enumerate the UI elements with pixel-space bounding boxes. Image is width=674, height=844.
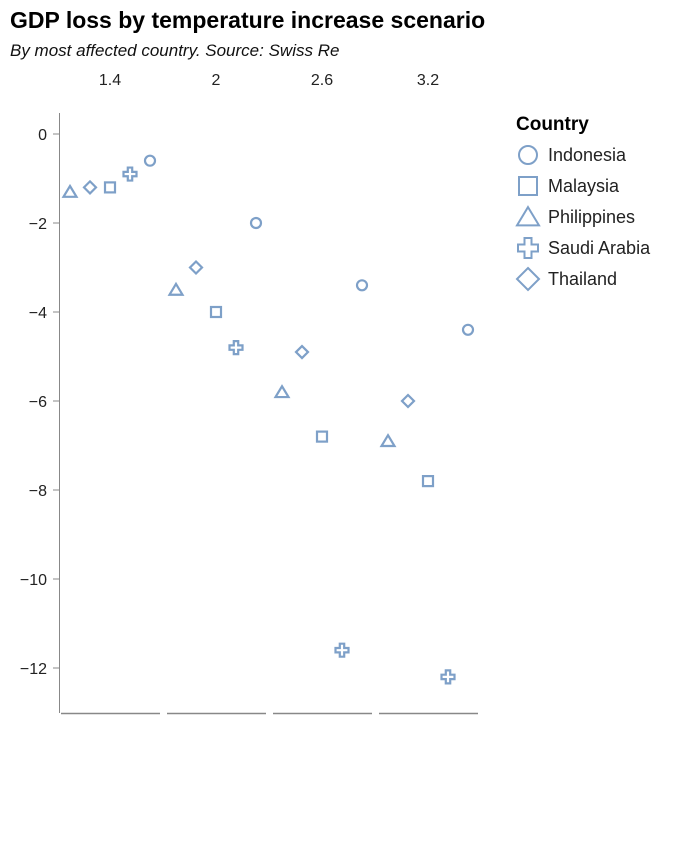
point-saudi-arabia-1-4[interactable]: [122, 166, 138, 182]
point-philippines-2-6[interactable]: [273, 384, 291, 399]
point-indonesia-2-6[interactable]: [355, 279, 369, 292]
point-thailand-3-2[interactable]: [400, 393, 416, 409]
point-malaysia-2[interactable]: [209, 305, 223, 319]
y-tick-label: 0: [38, 127, 47, 144]
point-philippines-3-2[interactable]: [379, 433, 397, 448]
point-thailand-2-6[interactable]: [294, 344, 310, 360]
legend-symbol-saudi-arabia: [517, 237, 539, 259]
legend-symbol-indonesia: [518, 145, 538, 165]
point-philippines-1-4[interactable]: [61, 183, 79, 198]
point-philippines-2[interactable]: [167, 281, 185, 296]
y-tick-label: −8: [29, 483, 47, 500]
y-tick-label: −2: [29, 216, 47, 233]
point-malaysia-2-6[interactable]: [315, 430, 329, 443]
y-tick-label: −6: [29, 394, 47, 411]
legend-symbol-philippines: [515, 205, 541, 227]
chart-subtitle: By most affected country. Source: Swiss …: [10, 41, 340, 60]
facet-header-2: 2: [212, 72, 221, 89]
y-tick-label: −12: [20, 661, 47, 678]
point-malaysia-3-2[interactable]: [421, 475, 435, 488]
chart-title: GDP loss by temperature increase scenari…: [10, 7, 486, 33]
facet-header-2-6: 2.6: [311, 72, 333, 89]
point-indonesia-3-2[interactable]: [461, 323, 475, 336]
point-malaysia-1-4[interactable]: [103, 181, 117, 194]
point-saudi-arabia-3-2[interactable]: [440, 669, 456, 685]
facet-header-3-2: 3.2: [417, 72, 439, 89]
y-tick-label: −10: [20, 572, 47, 589]
legend-title: Country: [516, 114, 589, 135]
legend-label-philippines: Philippines: [548, 207, 635, 227]
point-indonesia-1-4[interactable]: [143, 154, 157, 167]
point-thailand-2[interactable]: [188, 259, 204, 276]
point-indonesia-2[interactable]: [249, 216, 263, 230]
point-thailand-1-4[interactable]: [82, 179, 98, 195]
point-saudi-arabia-2-6[interactable]: [334, 642, 350, 658]
y-tick-label: −4: [29, 305, 47, 322]
legend-symbol-thailand: [515, 266, 541, 292]
legend-label-thailand: Thailand: [548, 269, 617, 289]
legend-label-saudi-arabia: Saudi Arabia: [548, 238, 651, 258]
legend-label-indonesia: Indonesia: [548, 145, 627, 165]
legend-label-malaysia: Malaysia: [548, 176, 620, 196]
facet-header-1-4: 1.4: [99, 72, 121, 89]
point-saudi-arabia-2[interactable]: [228, 340, 244, 356]
legend-symbol-malaysia: [518, 176, 538, 196]
